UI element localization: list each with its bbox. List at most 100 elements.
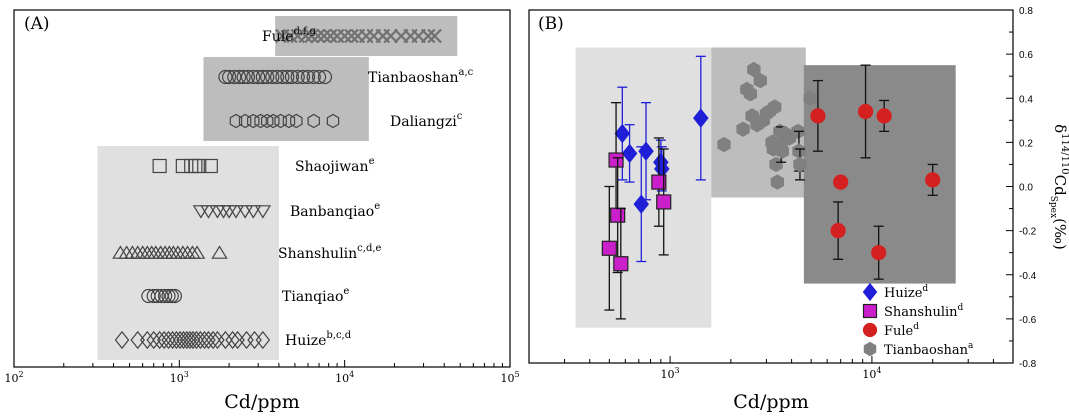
- tick-base: 10: [500, 372, 514, 385]
- data-point: [304, 28, 319, 44]
- data-point: [753, 72, 768, 89]
- y-label-part: (‰): [1051, 218, 1069, 250]
- series-fule: [810, 64, 941, 280]
- data-point: [300, 69, 316, 85]
- x-stroke: [323, 28, 338, 44]
- y-tick-label: 0.4: [1019, 94, 1033, 105]
- panel-label: (A): [24, 14, 50, 34]
- data-point: [172, 330, 188, 350]
- data-point: [130, 330, 145, 350]
- data-point: [260, 69, 275, 85]
- y-tick-label: 0.2: [1019, 138, 1033, 149]
- series-superscript: c: [457, 111, 463, 122]
- legend-name: Tianbaoshan: [884, 343, 969, 358]
- data-point: [236, 205, 254, 219]
- legend-superscript: d: [913, 322, 919, 332]
- data-point: [326, 113, 340, 129]
- x-tick-label: 103: [170, 370, 189, 385]
- series-label: Shaojiwane: [295, 156, 375, 175]
- data-point: [613, 256, 629, 272]
- series-label: Shanshulinc,d,e: [278, 243, 382, 262]
- data-point: [238, 113, 252, 129]
- y-tick-label: -0.6: [1019, 315, 1037, 326]
- data-point: [274, 113, 287, 129]
- data-point: [383, 28, 399, 44]
- data-point: [833, 174, 849, 190]
- legend-marker: [862, 322, 878, 338]
- data-point: [205, 330, 221, 350]
- x-tick-label: 102: [4, 370, 23, 385]
- legend-marker: [862, 303, 878, 319]
- data-point: [792, 143, 806, 159]
- x-stroke: [337, 28, 352, 44]
- data-point: [188, 245, 206, 259]
- shaded-region: [575, 47, 712, 328]
- data-point: [229, 113, 243, 129]
- series-name: Fule: [262, 29, 294, 45]
- data-point: [830, 223, 846, 239]
- data-point: [608, 152, 624, 168]
- series-superscript: b,c,d: [326, 330, 351, 341]
- x-stroke: [427, 28, 442, 44]
- tick-base: 10: [335, 372, 349, 385]
- x-tick-label: 104: [335, 370, 354, 385]
- y-label-part: 114/110: [1059, 133, 1069, 175]
- tick-base: 10: [4, 372, 18, 385]
- data-point: [275, 69, 290, 85]
- data-point: [693, 108, 709, 128]
- data-point: [267, 113, 280, 129]
- data-point: [747, 61, 761, 78]
- series-superscript: d,f,g: [294, 26, 317, 37]
- data-point: [420, 28, 436, 44]
- data-point: [236, 69, 251, 85]
- series-label: Huizeb,c,d: [285, 330, 352, 349]
- data-point: [307, 113, 320, 129]
- legend-superscript: d: [922, 284, 928, 294]
- data-point: [247, 113, 260, 129]
- data-point: [232, 69, 247, 85]
- tick-exponent: 2: [18, 370, 23, 379]
- tick-exponent: 4: [349, 370, 354, 379]
- legend-label: Shanshulind: [884, 303, 964, 320]
- data-point: [157, 288, 173, 304]
- tick-exponent: 4: [876, 366, 881, 375]
- tick-exponent: 3: [184, 370, 189, 379]
- series-name: Huize: [285, 333, 326, 349]
- data-point: [227, 205, 245, 219]
- panel-label: (B): [538, 14, 564, 34]
- data-point: [614, 123, 631, 144]
- data-point: [317, 69, 333, 85]
- data-point: [876, 108, 892, 124]
- data-point: [169, 330, 184, 350]
- data-point: [770, 174, 785, 190]
- series-label: Tianbaoshana,c: [368, 67, 474, 86]
- tick-base: 10: [862, 368, 876, 381]
- data-point: [610, 207, 626, 223]
- data-point: [769, 156, 783, 173]
- series-name: Tianbaoshan: [368, 70, 458, 86]
- x-stroke: [420, 28, 436, 44]
- legend-name: Shanshulin: [884, 305, 958, 320]
- y-tick-label: -0.2: [1019, 227, 1037, 238]
- data-point: [255, 69, 270, 85]
- x-stroke: [316, 28, 332, 44]
- data-point: [427, 28, 442, 44]
- tick-exponent: 3: [675, 366, 680, 375]
- data-point: [218, 69, 233, 85]
- x-stroke: [298, 28, 313, 44]
- data-point: [182, 330, 198, 350]
- data-point: [344, 28, 359, 44]
- data-point: [211, 245, 228, 259]
- data-point: [254, 205, 272, 219]
- data-point: [265, 69, 280, 85]
- data-point: [717, 136, 731, 153]
- x-tick-label: 104: [862, 366, 881, 381]
- data-point: [164, 288, 179, 304]
- series-name: Tianqiao: [282, 289, 343, 305]
- y-tick-label: -0.4: [1019, 271, 1037, 282]
- data-point: [218, 330, 233, 350]
- data-point: [114, 330, 130, 350]
- data-point: [167, 288, 182, 304]
- data-point: [290, 69, 305, 85]
